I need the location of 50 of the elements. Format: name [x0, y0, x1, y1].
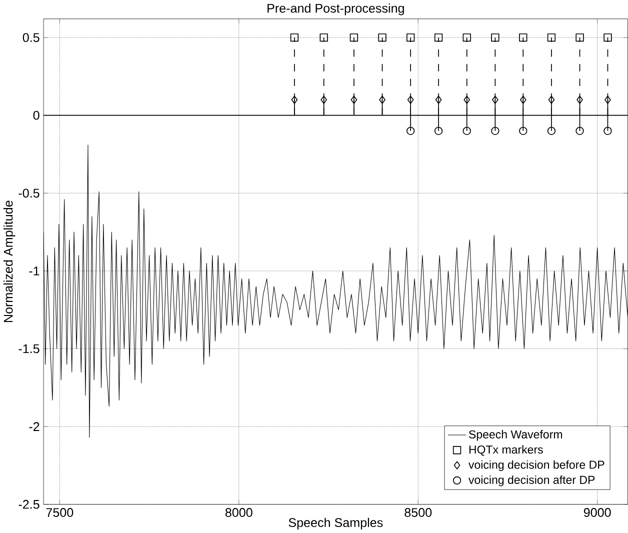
point	[604, 33, 612, 42]
point	[290, 33, 299, 42]
y-tick-label: -0.5	[18, 188, 40, 198]
point	[462, 33, 471, 42]
x-tick-label: 7500	[46, 508, 74, 517]
point	[547, 33, 556, 42]
point	[604, 96, 611, 104]
point	[576, 33, 584, 42]
point	[434, 126, 443, 135]
point	[464, 96, 470, 104]
x-tick-label: 9000	[584, 508, 611, 517]
point	[320, 96, 328, 104]
y-tick-label: -2	[29, 422, 40, 431]
point	[407, 96, 414, 104]
chart-title: Pre-and Post-processing	[268, 3, 404, 16]
point	[406, 126, 415, 135]
point	[406, 33, 415, 42]
legend-label: voicing decision before DP	[468, 460, 604, 472]
point	[519, 33, 528, 42]
point	[462, 126, 471, 135]
point	[547, 126, 556, 135]
point	[379, 96, 386, 104]
point	[491, 33, 500, 42]
point	[492, 96, 498, 104]
x-axis-title: Speech Samples	[288, 518, 383, 530]
point	[519, 126, 528, 135]
point	[548, 96, 555, 104]
point	[576, 126, 584, 135]
y-axis-title: Normalized Amplitude	[4, 200, 16, 322]
y-tick-label: -1.5	[18, 344, 40, 354]
point	[350, 96, 358, 104]
legend-label: voicing decision after DP	[468, 475, 595, 486]
y-tick-label: -2.5	[18, 500, 40, 509]
point	[576, 96, 583, 104]
point	[435, 96, 442, 104]
point	[520, 96, 526, 104]
x-tick-label: 8000	[225, 508, 252, 517]
legend-label: HQTx markers	[469, 445, 543, 456]
point	[350, 33, 358, 42]
legend-label: Speech Waveform	[469, 430, 562, 441]
x-tick-label: 8500	[404, 508, 432, 517]
point	[378, 33, 386, 42]
point	[604, 126, 612, 135]
point	[291, 96, 298, 104]
point	[491, 126, 500, 135]
y-tick-label: 0.5	[22, 33, 40, 42]
point	[434, 33, 443, 42]
y-tick-label: -1	[29, 266, 40, 276]
y-tick-label: 0	[33, 110, 40, 120]
point	[320, 33, 328, 42]
